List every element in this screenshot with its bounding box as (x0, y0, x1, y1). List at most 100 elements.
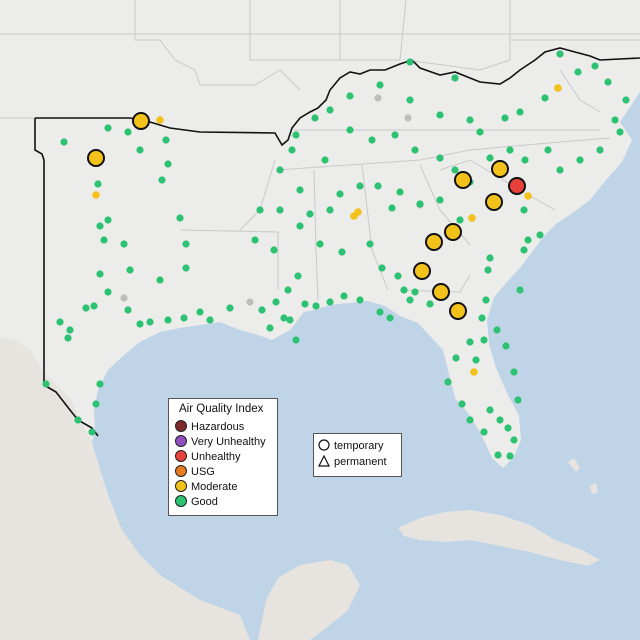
station-marker-good[interactable] (338, 248, 346, 256)
station-marker-good[interactable] (256, 206, 264, 214)
station-marker-good[interactable] (376, 308, 384, 316)
station-marker-good[interactable] (406, 296, 414, 304)
station-marker-good[interactable] (368, 136, 376, 144)
station-marker-good[interactable] (478, 314, 486, 322)
station-marker-good[interactable] (501, 114, 509, 122)
station-marker-good[interactable] (466, 338, 474, 346)
station-marker-good[interactable] (136, 146, 144, 154)
station-marker-good[interactable] (388, 204, 396, 212)
station-marker-moderate[interactable] (354, 208, 362, 216)
station-marker-good[interactable] (340, 292, 348, 300)
station-marker-good[interactable] (406, 96, 414, 104)
station-marker-good[interactable] (596, 146, 604, 154)
station-marker-moderate[interactable] (554, 84, 562, 92)
station-marker-good[interactable] (284, 286, 292, 294)
station-marker-good[interactable] (472, 356, 480, 364)
station-marker-moderate-highlight[interactable] (491, 160, 509, 178)
station-marker-moderate-highlight[interactable] (449, 302, 467, 320)
station-marker-good[interactable] (316, 240, 324, 248)
station-marker-good[interactable] (520, 246, 528, 254)
station-marker-good[interactable] (176, 214, 184, 222)
station-marker-good[interactable] (296, 186, 304, 194)
station-marker-good[interactable] (391, 131, 399, 139)
station-marker-good[interactable] (288, 146, 296, 154)
station-marker-good[interactable] (294, 272, 302, 280)
station-marker-good[interactable] (120, 240, 128, 248)
station-marker-offline[interactable] (374, 94, 382, 102)
station-marker-good[interactable] (164, 160, 172, 168)
station-marker-good[interactable] (486, 406, 494, 414)
station-marker-good[interactable] (336, 190, 344, 198)
station-marker-offline[interactable] (404, 114, 412, 122)
station-marker-moderate-highlight[interactable] (132, 112, 150, 130)
station-marker-good[interactable] (386, 314, 394, 322)
station-marker-moderate[interactable] (470, 368, 478, 376)
station-marker-good[interactable] (556, 166, 564, 174)
station-marker-good[interactable] (206, 316, 214, 324)
station-marker-good[interactable] (266, 324, 274, 332)
station-marker-moderate-highlight[interactable] (444, 223, 462, 241)
station-marker-good[interactable] (56, 318, 64, 326)
station-marker-good[interactable] (60, 138, 68, 146)
station-marker-good[interactable] (42, 380, 50, 388)
station-marker-good[interactable] (146, 318, 154, 326)
station-marker-good[interactable] (82, 304, 90, 312)
station-marker-good[interactable] (520, 206, 528, 214)
station-marker-good[interactable] (296, 222, 304, 230)
station-marker-good[interactable] (452, 354, 460, 362)
station-marker-good[interactable] (458, 400, 466, 408)
station-marker-good[interactable] (486, 154, 494, 162)
station-marker-good[interactable] (326, 206, 334, 214)
station-marker-good[interactable] (94, 180, 102, 188)
station-marker-moderate-highlight[interactable] (454, 171, 472, 189)
station-marker-good[interactable] (356, 296, 364, 304)
station-marker-good[interactable] (226, 304, 234, 312)
station-marker-good[interactable] (482, 296, 490, 304)
station-marker-good[interactable] (544, 146, 552, 154)
station-marker-good[interactable] (258, 306, 266, 314)
station-marker-good[interactable] (426, 300, 434, 308)
station-marker-good[interactable] (494, 451, 502, 459)
station-marker-good[interactable] (493, 326, 501, 334)
station-marker-good[interactable] (541, 94, 549, 102)
station-marker-good[interactable] (136, 320, 144, 328)
station-marker-good[interactable] (616, 128, 624, 136)
station-marker-good[interactable] (496, 416, 504, 424)
station-marker-good[interactable] (411, 288, 419, 296)
station-marker-good[interactable] (326, 106, 334, 114)
station-marker-good[interactable] (104, 288, 112, 296)
station-marker-good[interactable] (270, 246, 278, 254)
station-marker-good[interactable] (436, 111, 444, 119)
station-marker-good[interactable] (444, 378, 452, 386)
station-marker-good[interactable] (272, 298, 280, 306)
station-marker-good[interactable] (158, 176, 166, 184)
station-marker-good[interactable] (451, 74, 459, 82)
station-marker-good[interactable] (196, 308, 204, 316)
station-marker-good[interactable] (506, 452, 514, 460)
station-marker-good[interactable] (604, 78, 612, 86)
station-marker-good[interactable] (394, 272, 402, 280)
station-marker-good[interactable] (366, 240, 374, 248)
station-marker-good[interactable] (124, 306, 132, 314)
station-marker-good[interactable] (286, 316, 294, 324)
station-marker-good[interactable] (182, 240, 190, 248)
station-marker-good[interactable] (524, 236, 532, 244)
station-marker-good[interactable] (66, 326, 74, 334)
station-marker-good[interactable] (576, 156, 584, 164)
station-marker-good[interactable] (556, 50, 564, 58)
station-marker-good[interactable] (182, 264, 190, 272)
station-marker-good[interactable] (104, 124, 112, 132)
station-marker-good[interactable] (451, 166, 459, 174)
station-marker-good[interactable] (466, 116, 474, 124)
station-marker-good[interactable] (574, 68, 582, 76)
station-marker-good[interactable] (436, 196, 444, 204)
station-marker-good[interactable] (104, 216, 112, 224)
station-marker-good[interactable] (416, 200, 424, 208)
station-marker-moderate-highlight[interactable] (432, 283, 450, 301)
station-marker-good[interactable] (96, 270, 104, 278)
station-marker-moderate[interactable] (156, 116, 164, 124)
station-marker-good[interactable] (321, 156, 329, 164)
station-marker-good[interactable] (74, 416, 82, 424)
station-marker-good[interactable] (591, 62, 599, 70)
